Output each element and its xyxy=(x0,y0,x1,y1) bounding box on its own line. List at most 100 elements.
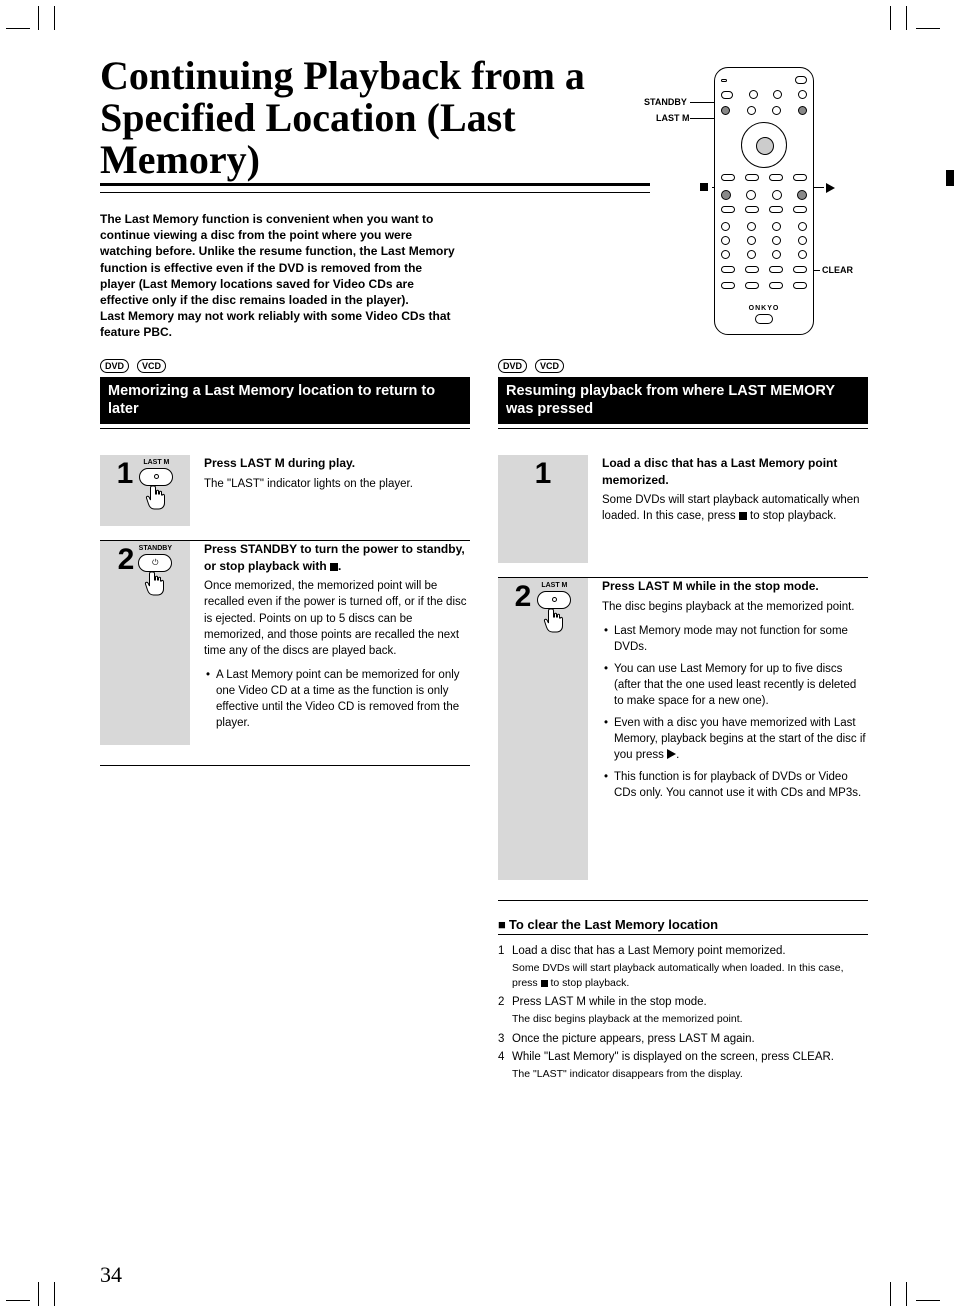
tag-dvd: DVD xyxy=(100,359,129,373)
right-column: DVD VCD Resuming playback from where LAS… xyxy=(498,359,868,1086)
clear-heading-text: To clear the Last Memory location xyxy=(509,917,718,932)
title-line2: Specified Location (Last Memory) xyxy=(100,95,516,182)
clear-num: 3 xyxy=(498,1031,512,1047)
step-number-col: 2 LAST M xyxy=(498,578,588,880)
callout-text: STANDBY xyxy=(644,97,687,107)
clear-item: 3Once the picture appears, press LAST M … xyxy=(498,1031,868,1047)
remote-button xyxy=(798,250,807,259)
remote-button xyxy=(798,106,807,115)
crop-mark xyxy=(6,1300,30,1301)
remote-button xyxy=(772,236,781,245)
callout-text: LAST M xyxy=(656,113,690,123)
step-body: Press LAST M while in the stop mode. The… xyxy=(588,578,868,808)
step-number: 1 xyxy=(535,459,552,489)
remote-button xyxy=(745,206,759,213)
step-title-b: . xyxy=(338,559,341,573)
left-step-2: 2 STANDBY ⏻ Press STANDBY to turn the po… xyxy=(100,541,470,745)
remote-button xyxy=(721,222,730,231)
remote-logo xyxy=(715,314,813,326)
page-number: 34 xyxy=(100,1262,122,1288)
clear-sub: The "LAST" indicator disappears from the… xyxy=(498,1067,868,1082)
clear-item: 2Press LAST M while in the stop mode. xyxy=(498,994,868,1010)
bullet: Last Memory mode may not function for so… xyxy=(602,623,868,655)
remote-dpad xyxy=(741,122,787,168)
play-icon xyxy=(667,749,676,759)
remote-button xyxy=(793,266,807,273)
tag-vcd: VCD xyxy=(137,359,166,373)
divider xyxy=(100,428,470,429)
right-steps: 1 Load a disc that has a Last Memory poi… xyxy=(498,455,868,901)
page-title: Continuing Playback from a Specified Loc… xyxy=(100,55,650,186)
bullet: A Last Memory point can be memorized for… xyxy=(204,667,470,731)
callout-text: CLEAR xyxy=(822,265,853,275)
remote-button xyxy=(721,91,733,99)
remote-button xyxy=(721,250,730,259)
bullet-text-a: Even with a disc you have memorized with… xyxy=(614,717,866,761)
remote-button xyxy=(721,106,730,115)
bullet-text-b: . xyxy=(676,749,679,761)
right-step-2: 2 LAST M Press LAST M while in the stop … xyxy=(498,578,868,880)
callout-clear: CLEAR xyxy=(822,265,853,275)
button-label: STANDBY xyxy=(139,545,172,552)
stop-icon xyxy=(330,563,338,571)
divider xyxy=(498,428,868,429)
step-text: Some DVDs will start playback automatica… xyxy=(602,492,868,524)
step-number: 1 xyxy=(117,459,134,489)
clear-sub: Some DVDs will start playback automatica… xyxy=(498,961,868,990)
remote-diagram: STANDBY LAST M CLEAR xyxy=(650,63,850,353)
remote-button xyxy=(769,206,783,213)
remote-button xyxy=(721,190,731,200)
step-number-col: 2 STANDBY ⏻ xyxy=(100,541,190,745)
remote-body: ONKYO xyxy=(714,67,814,335)
step-title: Press STANDBY to turn the power to stand… xyxy=(204,541,470,575)
step-bullets: Last Memory mode may not function for so… xyxy=(602,623,868,802)
divider xyxy=(498,934,868,935)
callout-standby: STANDBY xyxy=(644,97,687,107)
clear-text: While "Last Memory" is displayed on the … xyxy=(512,1049,868,1065)
step-body: Press STANDBY to turn the power to stand… xyxy=(190,541,470,737)
hand-icon xyxy=(143,570,167,598)
left-column: DVD VCD Memorizing a Last Memory locatio… xyxy=(100,359,470,1086)
clear-num: 1 xyxy=(498,943,512,959)
tag-dvd: DVD xyxy=(498,359,527,373)
bullet: You can use Last Memory for up to five d… xyxy=(602,661,868,709)
stop-icon xyxy=(541,980,548,987)
remote-led xyxy=(721,79,727,82)
crop-mark xyxy=(916,28,940,29)
remote-button xyxy=(769,282,783,289)
crop-mark xyxy=(890,1282,891,1306)
play-symbol xyxy=(826,183,835,194)
crop-mark xyxy=(890,6,891,30)
crop-mark xyxy=(916,1300,940,1301)
bullet: This function is for playback of DVDs or… xyxy=(602,769,868,801)
remote-button xyxy=(745,266,759,273)
crop-mark xyxy=(38,1282,39,1306)
intro-p2: Last Memory may not work reliably with s… xyxy=(100,309,451,339)
crop-mark xyxy=(6,28,30,29)
page-content: Continuing Playback from a Specified Loc… xyxy=(100,55,870,1086)
step-number: 2 xyxy=(515,582,532,612)
clear-num: 4 xyxy=(498,1049,512,1065)
remote-button xyxy=(772,106,781,115)
clear-steps: 1Load a disc that has a Last Memory poin… xyxy=(498,943,868,1082)
step-text-b: to stop playback. xyxy=(747,510,837,522)
edge-mark xyxy=(946,170,954,186)
remote-button xyxy=(745,174,759,181)
intro-p1: The Last Memory function is convenient w… xyxy=(100,212,455,307)
remote-button xyxy=(793,174,807,181)
clear-num: 2 xyxy=(498,994,512,1010)
clear-heading: ■To clear the Last Memory location xyxy=(498,917,868,932)
callout-lastm: LAST M xyxy=(656,113,690,123)
stop-symbol xyxy=(700,183,708,192)
step-number: 2 xyxy=(118,545,135,575)
right-step-1: 1 Load a disc that has a Last Memory poi… xyxy=(498,455,868,563)
remote-button xyxy=(721,236,730,245)
remote-button xyxy=(747,236,756,245)
crop-mark xyxy=(54,1282,55,1306)
step-body: Load a disc that has a Last Memory point… xyxy=(588,455,868,533)
clear-sub: The disc begins playback at the memorize… xyxy=(498,1012,868,1027)
clear-item: 1Load a disc that has a Last Memory poin… xyxy=(498,943,868,959)
step-title: Press LAST M while in the stop mode. xyxy=(602,578,868,595)
remote-button xyxy=(721,174,735,181)
tag-vcd: VCD xyxy=(535,359,564,373)
